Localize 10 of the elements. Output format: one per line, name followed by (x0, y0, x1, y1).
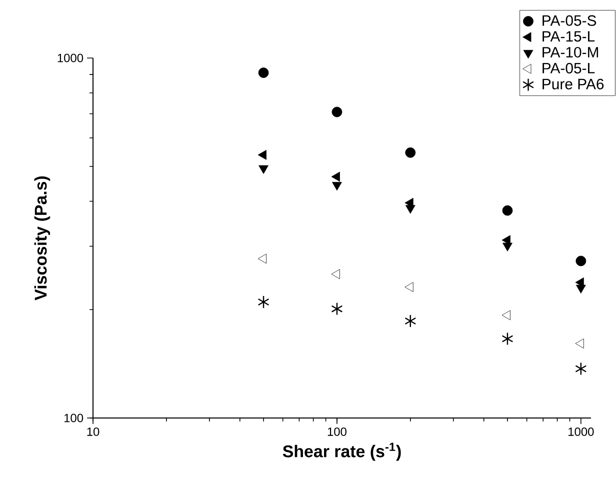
x-tick-label: 10 (87, 427, 100, 436)
y-axis-title: Viscosity (Pa.s) (34, 176, 50, 300)
legend-label: PA-05-L (542, 62, 595, 74)
x-axis-title: Shear rate (s$^{-1}$) (282, 442, 401, 461)
x-tick-label: 1000 (568, 427, 594, 436)
legend-label: PA-10-M (542, 46, 598, 58)
x-tick-label: 100 (328, 427, 346, 436)
legend-label: PA-05-S (542, 15, 596, 26)
legend-label: PA-15-L (542, 31, 595, 42)
legend-label: Pure PA6 (542, 78, 604, 90)
